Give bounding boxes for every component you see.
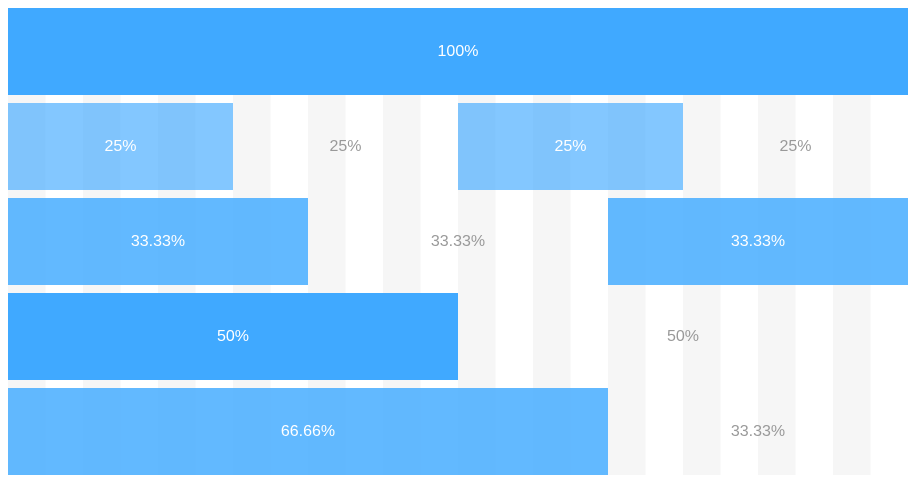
grid-row-halves: 50% 50% (8, 293, 908, 380)
grid-col-label: 50% (216, 327, 250, 345)
grid-col-label: 25% (104, 137, 137, 155)
grid-col-50: 50% (458, 293, 908, 380)
grid-col-50: 50% (8, 293, 458, 380)
grid-col-33: 33.33% (8, 198, 308, 285)
grid-col-label: 33.33% (730, 422, 786, 440)
grid-col-25: 25% (683, 103, 908, 190)
grid-col-25: 25% (458, 103, 683, 190)
grid-col-label: 100% (437, 42, 479, 60)
grid-col-label: 25% (554, 137, 587, 155)
grid-col-25: 25% (8, 103, 233, 190)
grid-row-two-thirds: 66.66% 33.33% (8, 388, 908, 475)
grid-row-full: 100% (8, 8, 908, 95)
grid-col-label: 33.33% (730, 232, 786, 250)
grid-col-100: 100% (8, 8, 908, 95)
grid-col-label: 66.66% (280, 422, 336, 440)
grid-col-label: 50% (666, 327, 700, 345)
grid-row-quarters: 25% 25% 25% 25% (8, 103, 908, 190)
grid-col-33: 33.33% (608, 198, 908, 285)
grid-col-label: 33.33% (430, 232, 486, 250)
grid-col-33: 33.33% (608, 388, 908, 475)
grid-demo: 100% 25% 25% 25% 25% 33.33% 33.33% 33.33… (8, 8, 908, 475)
grid-col-66: 66.66% (8, 388, 608, 475)
grid-col-33: 33.33% (308, 198, 608, 285)
grid-col-label: 25% (329, 137, 362, 155)
grid-row-thirds: 33.33% 33.33% 33.33% (8, 198, 908, 285)
grid-col-25: 25% (233, 103, 458, 190)
grid-col-label: 25% (779, 137, 812, 155)
grid-col-label: 33.33% (130, 232, 186, 250)
